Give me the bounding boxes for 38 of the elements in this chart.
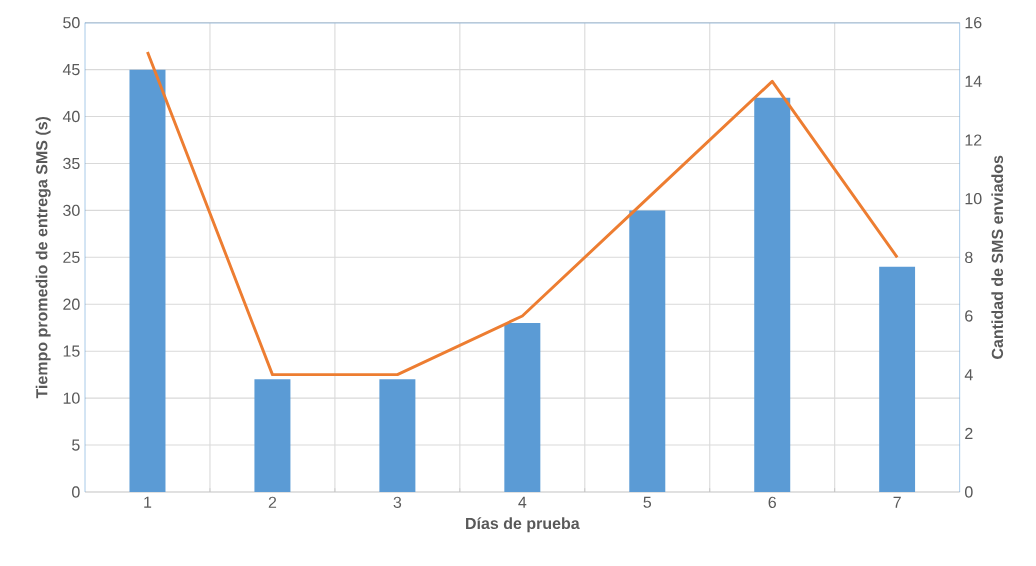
x-tick-label: 1: [144, 496, 152, 508]
x-tick-label: 7: [893, 496, 901, 508]
y-tick-label: 40: [62, 110, 80, 123]
y2-tick-label: 8: [965, 251, 973, 263]
y2-tick-label: 14: [965, 75, 982, 87]
y-tick-label: 35: [63, 157, 80, 170]
y-tick-label: 45: [62, 64, 80, 76]
y-axis-title: Tiempo promedio de entrega SMS (s): [35, 116, 51, 399]
bar: [629, 210, 666, 492]
y2-tick-label: 6: [965, 310, 973, 322]
x-tick-label: 2: [268, 496, 277, 508]
y-tick-label: 25: [63, 251, 80, 263]
y-tick-label: 20: [63, 298, 80, 310]
y-tick-label: 5: [72, 439, 80, 451]
bar: [754, 97, 791, 492]
y-tick-label: 50: [63, 17, 80, 29]
y-tick-label: 15: [63, 345, 80, 357]
bar: [379, 379, 416, 492]
y-tick-label: 10: [63, 392, 80, 404]
y2-tick-label: 16: [965, 17, 982, 29]
y2-tick-label: 4: [964, 369, 973, 381]
y2-axis-title: Cantidad de SMS enviados: [991, 155, 1004, 359]
bar: [879, 266, 916, 492]
y2-tick-label: 0: [965, 486, 973, 498]
x-tick-label: 5: [643, 496, 652, 508]
x-axis-title: Días de prueba: [466, 517, 580, 533]
x-tick-label: 3: [393, 496, 402, 509]
y-tick-label: 0: [72, 486, 80, 498]
y-tick-label: 30: [63, 204, 80, 217]
x-tick-label: 6: [768, 496, 776, 509]
y2-tick-label: 10: [965, 192, 982, 205]
line-series: [146, 50, 899, 377]
bar: [254, 379, 291, 492]
bar: [504, 323, 541, 492]
x-tick-label: 4: [518, 496, 527, 508]
y2-tick-label: 12: [965, 134, 982, 146]
y2-tick-label: 2: [965, 427, 973, 439]
bar: [129, 69, 166, 492]
